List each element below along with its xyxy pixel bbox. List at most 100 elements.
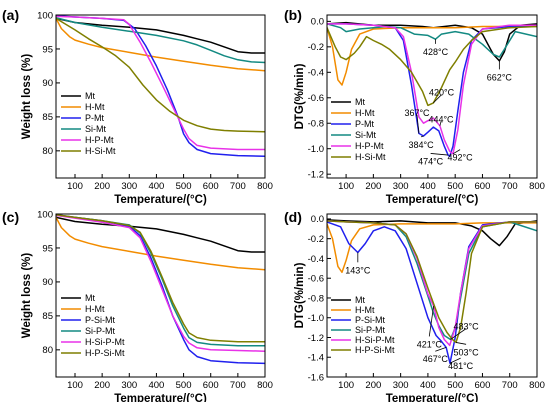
series-line-mt xyxy=(56,17,265,54)
x-tick-label: 600 xyxy=(475,181,491,192)
annotation-label: 492°C xyxy=(448,153,474,163)
y-tick-label: -1.0 xyxy=(308,313,324,324)
legend-label-h-si-p-mt: H-Si-P-Mt xyxy=(355,335,395,345)
annotation-label: 474°C xyxy=(418,156,444,166)
x-tick-label: 100 xyxy=(338,380,354,391)
annotation-arrow xyxy=(416,115,420,134)
y-tick-label: -0.6 xyxy=(308,93,324,104)
series-line-si-mt xyxy=(56,16,265,64)
legend-label-h-mt: H-Mt xyxy=(355,305,375,315)
y-tick-label: -0.2 xyxy=(308,42,324,53)
annotation-arrow xyxy=(428,305,435,337)
y-tick-label: 85 xyxy=(42,112,53,123)
legend-label-h-p-si-mt: H-P-Si-Mt xyxy=(85,348,125,358)
legend-label-h-si-mt: H-Si-Mt xyxy=(355,152,386,162)
panel-c: (c) 100 200 300 400 500 600 700 800 80 85 90 95 100 Te… xyxy=(2,209,273,402)
y-tick-label: -1.4 xyxy=(308,353,324,364)
y-tick-label: 85 xyxy=(42,311,53,322)
annotation-arrow xyxy=(452,149,461,155)
series-line-mt xyxy=(56,216,265,253)
x-tick-label: 100 xyxy=(338,181,354,192)
series-line-h-mt xyxy=(327,25,537,86)
annotation-label: 420°C xyxy=(429,88,455,98)
series-group xyxy=(327,21,537,158)
y-tick-label: 0.0 xyxy=(311,214,324,225)
series-line-h-si-mt xyxy=(327,25,537,107)
plot-frame xyxy=(55,213,266,378)
y-tick-label: 100 xyxy=(37,10,53,21)
x-tick-label: 100 xyxy=(67,380,83,391)
y-axis-title: Weight loss (%) xyxy=(21,54,33,140)
legend-label-mt: Mt xyxy=(355,295,365,305)
x-tick-label: 600 xyxy=(475,380,491,391)
x-tick-label: 200 xyxy=(365,181,381,192)
series-group xyxy=(56,214,265,365)
legend-label-mt: Mt xyxy=(85,293,95,303)
annotation-arrow xyxy=(420,135,424,138)
annotation-label: 367°C xyxy=(404,108,430,118)
plot-frame xyxy=(326,14,538,179)
x-tick-label: 700 xyxy=(230,181,246,192)
legend-label-si-p-mt: Si-P-Mt xyxy=(355,325,385,335)
series-line-h-p-mt xyxy=(56,15,265,151)
x-tick-label: 600 xyxy=(203,181,219,192)
legend-label-p-si-mt: P-Si-Mt xyxy=(355,315,385,325)
x-tick-label: 200 xyxy=(94,380,110,391)
annotation-label: 444°C xyxy=(428,114,454,124)
annotation-label: 143°C xyxy=(345,265,371,275)
x-tick-label: 100 xyxy=(67,181,83,192)
legend-label-si-p-mt: Si-P-Mt xyxy=(85,326,115,336)
y-tick-label: -1.6 xyxy=(308,372,324,383)
y-tick-label: -1.2 xyxy=(308,169,324,180)
x-tick-label: 800 xyxy=(257,380,273,391)
y-tick-label: -0.2 xyxy=(308,234,324,245)
x-tick-label: 500 xyxy=(176,380,192,391)
series-line-h-mt xyxy=(56,17,265,72)
annotation-arrow xyxy=(439,121,442,126)
x-tick-label: 200 xyxy=(365,380,381,391)
legend-label-h-p-si-mt: H-P-Si-Mt xyxy=(355,345,395,355)
y-tick-label: -0.6 xyxy=(308,274,324,285)
legend-label-h-mt: H-Mt xyxy=(355,108,375,118)
y-tick-label: 80 xyxy=(42,345,53,356)
x-tick-label: 800 xyxy=(529,181,545,192)
panel-a: (a) 100 200 300 400 500 600 700 800 80 85 90 95 100 Te… xyxy=(2,7,273,206)
annotation-arrow xyxy=(455,342,467,345)
annotation-label: 467°C xyxy=(423,354,449,364)
x-axis-title: Temperature/(°C) xyxy=(114,393,207,402)
legend-label-mt: Mt xyxy=(355,97,365,107)
y-tick-label: 90 xyxy=(42,277,53,288)
legend-label-p-mt: P-Mt xyxy=(355,119,374,129)
annotation-arrow xyxy=(449,357,461,364)
legend-label-h-si-p-mt: H-Si-P-Mt xyxy=(85,337,125,347)
y-tick-label: 100 xyxy=(37,209,53,220)
legend-label-h-p-mt: H-P-Mt xyxy=(355,141,384,151)
y-tick-label: 95 xyxy=(42,44,53,55)
x-axis-title: Temperature/(°C) xyxy=(386,194,479,206)
x-tick-label: 400 xyxy=(420,380,436,391)
annotation-label: 481°C xyxy=(448,361,474,371)
y-tick-label: -0.4 xyxy=(308,254,324,265)
y-tick-label: 90 xyxy=(42,78,53,89)
annotation-arrow xyxy=(433,94,442,104)
panel-label: (a) xyxy=(2,7,19,23)
x-tick-label: 800 xyxy=(257,181,273,192)
x-tick-label: 600 xyxy=(203,380,219,391)
legend-label-p-si-mt: P-Si-Mt xyxy=(85,315,115,325)
x-tick-label: 700 xyxy=(502,380,518,391)
legend-label-mt: Mt xyxy=(85,91,95,101)
annotation-arrow xyxy=(435,346,447,352)
panel-b: (b) 100 200 300 400 500 600 700 800 0.0 -0.2 -0.4 -0… xyxy=(284,7,545,206)
y-tick-label: -0.8 xyxy=(308,119,324,130)
x-tick-label: 500 xyxy=(447,181,463,192)
annotation-arrow xyxy=(430,153,449,156)
y-tick-label: -1.0 xyxy=(308,144,324,155)
y-axis-title: DTG(%/min) xyxy=(294,63,306,129)
x-tick-label: 200 xyxy=(94,181,110,192)
annotation-label: 483°C xyxy=(454,322,480,332)
series-line-h-p-mt xyxy=(327,23,537,155)
x-tick-label: 800 xyxy=(529,380,545,391)
series-group xyxy=(56,15,265,158)
legend-label-p-mt: P-Mt xyxy=(85,113,104,123)
series-line-h-mt xyxy=(327,222,537,274)
